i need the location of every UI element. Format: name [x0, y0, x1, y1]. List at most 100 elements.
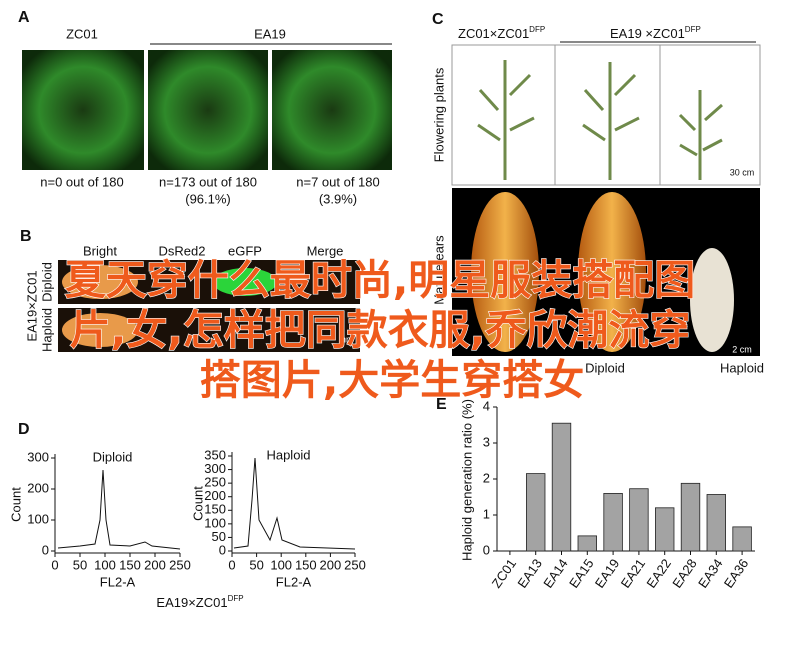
histogram-trace: [233, 457, 356, 550]
y-tick-label: 2: [483, 470, 490, 485]
footer: EA19×ZC01DFP: [156, 594, 243, 610]
y-tick-label: 1: [483, 506, 490, 521]
header: ZC01×ZC01DFP: [458, 25, 545, 41]
x-tick-label: 0: [51, 557, 58, 572]
axis: [231, 452, 355, 554]
footer-text: EA19×ZC01: [156, 595, 227, 610]
x-tick-label: EA19: [592, 556, 623, 591]
panel-label: E: [436, 396, 447, 413]
header-text: ZC01×ZC01: [458, 26, 529, 41]
panel-label: D: [18, 421, 30, 438]
micrograph: [272, 50, 392, 170]
panel-label: C: [432, 11, 444, 28]
x-tick-label: EA15: [566, 556, 597, 591]
micrograph: [22, 50, 144, 170]
y-axis-label: Haploid generation ratio (%): [459, 399, 474, 561]
column-header: Bright: [83, 243, 117, 258]
y-tick-label: 50: [212, 529, 226, 544]
overlay-line: 夏天穿什么最时尚,明星服装搭配图: [65, 256, 696, 304]
ear: [690, 248, 734, 352]
y-tick-label: 300: [204, 461, 226, 476]
column-header: DsRed2: [159, 243, 206, 258]
plant: [477, 60, 535, 180]
x-tick-label: 200: [144, 557, 166, 572]
y-tick-label: 100: [204, 515, 226, 530]
y-tick-label: 300: [27, 449, 49, 464]
x-tick-label: 100: [94, 557, 116, 572]
column-header: Merge: [307, 243, 344, 258]
x-tick-label: EA22: [643, 556, 674, 591]
bar: [655, 507, 675, 552]
kernel: [62, 265, 138, 299]
x-tick-label: EA28: [669, 556, 700, 591]
overlay-line: 片,女,怎样把同款衣服,乔欣潮流穿: [70, 306, 691, 354]
y-tick-label: 200: [27, 480, 49, 495]
superscript: DFP: [228, 594, 244, 603]
row-label: Flowering plants: [431, 67, 446, 162]
x-tick-label: 50: [249, 557, 263, 572]
x-tick-label: 250: [344, 557, 366, 572]
caption: n=0 out of 180: [40, 174, 124, 189]
y-tick-label: 350: [204, 447, 226, 462]
y-tick-label: 0: [219, 542, 226, 557]
bar: [603, 492, 623, 552]
bar: [526, 473, 546, 552]
x-tick-label: 150: [119, 557, 141, 572]
x-tick-label: 150: [295, 557, 317, 572]
y-tick-label: 250: [204, 475, 226, 490]
scale-label: 2 cm: [732, 344, 752, 354]
bar: [551, 422, 572, 552]
bar: [629, 488, 649, 552]
y-tick-label: 0: [483, 542, 490, 557]
panel-label: B: [20, 228, 32, 245]
caption: (3.9%): [319, 191, 357, 206]
hist-title: Diploid: [93, 449, 133, 464]
overlay-line: 搭图片,大学生穿搭女: [200, 356, 585, 404]
x-tick-label: ZC01: [489, 556, 520, 591]
bar: [732, 526, 752, 552]
plant: [678, 90, 723, 180]
caption: (96.1%): [185, 191, 231, 206]
x-tick-label: 100: [270, 557, 292, 572]
superscript: DFP: [529, 25, 545, 34]
row-label: EA19×ZC01: [24, 270, 39, 341]
y-tick-label: 200: [204, 488, 226, 503]
x-tick-label: EA36: [721, 556, 752, 591]
kernel: [62, 313, 138, 347]
caption: n=173 out of 180: [159, 174, 257, 189]
x-axis-label: FL2-A: [276, 574, 312, 589]
column-label: Haploid: [720, 360, 764, 375]
x-tick-label: EA34: [695, 556, 726, 591]
superscript: DFP: [685, 25, 701, 34]
y-tick-label: 100: [27, 511, 49, 526]
x-tick-label: 200: [320, 557, 342, 572]
bar: [577, 535, 597, 552]
plant: [582, 62, 640, 180]
x-tick-label: EA13: [514, 556, 545, 591]
row-label: Mature ears: [431, 235, 446, 305]
micrograph: [148, 50, 268, 170]
ear: [471, 192, 539, 352]
caption: n=7 out of 180: [296, 174, 380, 189]
kernel: [213, 268, 277, 296]
histogram-trace: [57, 469, 181, 550]
y-axis-label: Count: [8, 487, 23, 522]
y-axis-label: Count: [190, 486, 205, 521]
y-tick-label: 0: [42, 542, 49, 557]
x-tick-label: 50: [73, 557, 87, 572]
header: EA19: [254, 26, 286, 41]
x-tick-label: 250: [169, 557, 191, 572]
x-tick-label: EA14: [540, 556, 571, 591]
plants-image: [451, 44, 761, 186]
y-tick-label: 3: [483, 434, 490, 449]
bar: [706, 494, 726, 552]
x-tick-label: EA21: [618, 556, 649, 591]
x-axis-label: FL2-A: [100, 574, 136, 589]
ear: [578, 192, 646, 352]
header: ZC01: [66, 26, 98, 41]
hist-title: Haploid: [266, 447, 310, 462]
bar: [680, 482, 701, 552]
header-text: EA19 ×ZC01: [610, 26, 685, 41]
row-label: Haploid: [39, 308, 54, 352]
